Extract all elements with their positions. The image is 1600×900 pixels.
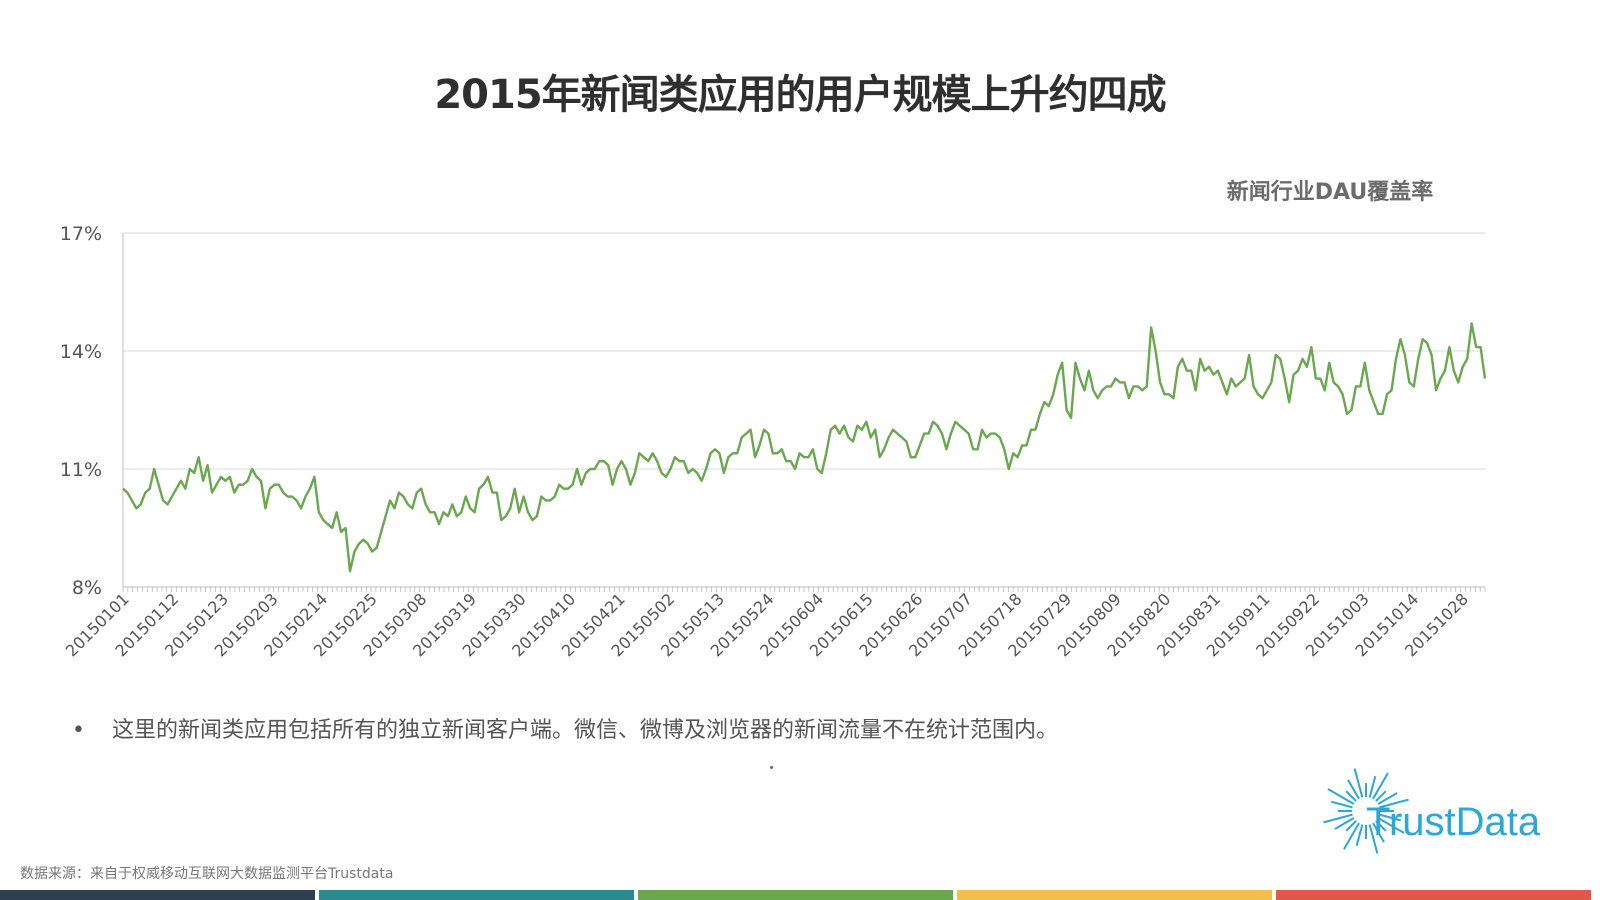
burst-ray xyxy=(1375,820,1387,832)
footnote-text: 这里的新闻类应用包括所有的独立新闻客户端。微信、微博及浏览器的新闻流量不在统计范… xyxy=(112,718,1059,743)
y-tick-label: 14% xyxy=(60,341,102,363)
bottom-bar-segment xyxy=(638,890,953,900)
burst-ray xyxy=(1323,813,1353,824)
footnote: • 这里的新闻类应用包括所有的独立新闻客户端。微信、微博及浏览器的新闻流量不在统计… xyxy=(72,712,1058,744)
y-tick-label: 17% xyxy=(60,223,102,245)
burst-ray xyxy=(1379,798,1409,809)
burst-ray xyxy=(1355,824,1364,847)
trustdata-logo xyxy=(1306,766,1556,854)
burst-ray xyxy=(1343,822,1360,850)
bottom-color-bar xyxy=(0,890,1600,900)
burst-ray xyxy=(1368,775,1377,798)
burst-ray xyxy=(1372,822,1385,843)
sunburst-icon xyxy=(1323,768,1409,854)
legend-label: 新闻行业DAU覆盖率 xyxy=(1226,180,1434,205)
burst-ray xyxy=(1330,800,1353,809)
bottom-bar-segment xyxy=(957,890,1272,900)
burst-ray xyxy=(1375,790,1387,802)
burst-ray xyxy=(1368,824,1379,854)
burst-ray xyxy=(1377,792,1398,805)
burst-ray xyxy=(1345,790,1357,802)
footnote-bullet: • xyxy=(72,718,85,743)
burst-ray xyxy=(1345,820,1357,832)
series-line xyxy=(122,322,1487,573)
data-source: 数据来源：来自于权威移动互联网大数据监测平台Trustdata xyxy=(20,866,394,882)
logo-text: TrustData xyxy=(1366,800,1541,844)
bottom-bar-segment xyxy=(0,890,315,900)
burst-ray xyxy=(1377,817,1405,834)
burst-ray xyxy=(1334,817,1355,830)
line-chart: 8%11%14%17%20150101201501122015012320150… xyxy=(60,223,1487,660)
burst-ray xyxy=(1379,813,1402,822)
burst-ray xyxy=(1372,772,1389,800)
burst-ray xyxy=(1347,779,1360,800)
burst-ray xyxy=(1327,788,1355,805)
burst-ray xyxy=(1353,768,1364,798)
chart-title: 2015年新闻类应用的用户规模上升约四成 xyxy=(434,72,1166,118)
y-tick-label: 8% xyxy=(72,577,102,599)
y-tick-label: 11% xyxy=(60,459,102,481)
bottom-bar-segment xyxy=(319,890,634,900)
decorative-dot xyxy=(770,766,773,769)
bottom-bar-segment xyxy=(1276,890,1591,900)
